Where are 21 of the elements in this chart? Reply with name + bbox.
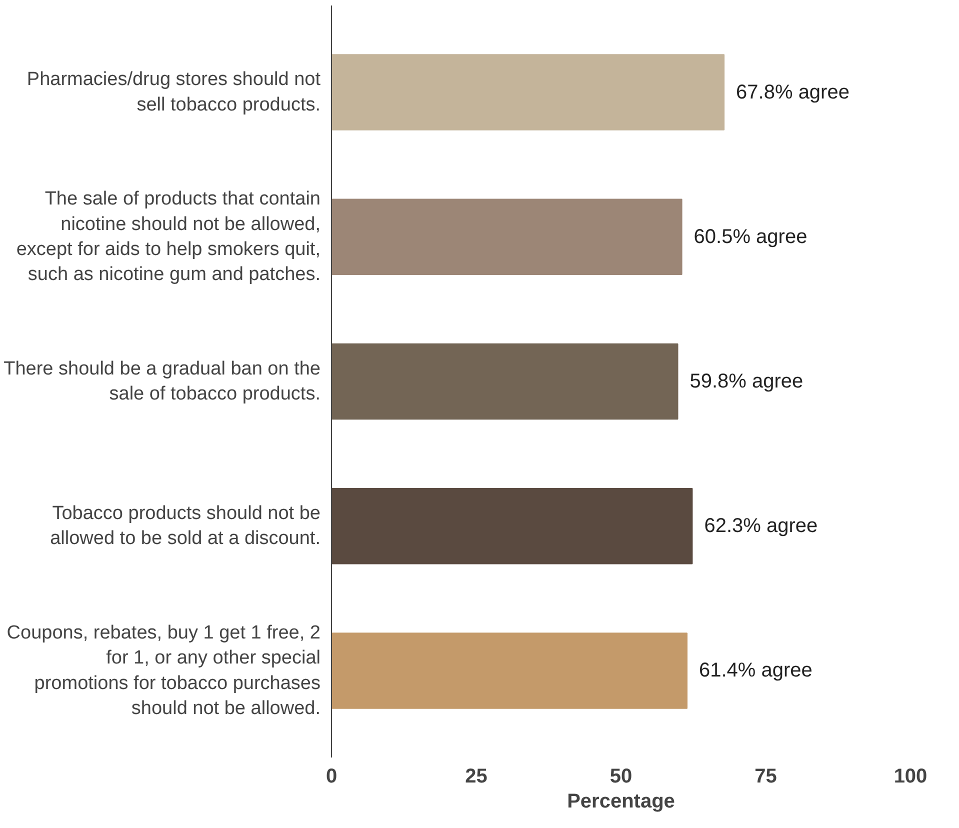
y-tick-label: Pharmacies/drug stores should not sell tobacco products. [26,69,322,116]
x-tick-label: 25 [465,766,488,788]
data-label: 67.8% agree [736,81,850,104]
data-label: 61.4% agree [699,660,812,682]
bar [332,343,678,420]
y-tick-label: The sale of products that contain nicotine should not be allowed, except for aids to help smokers quit, such as nicotine gum and patches. [16,188,321,286]
data-label: 62.3% agree [704,515,818,538]
bar [332,54,725,130]
y-tick-label: Tobacco products should not be allowed to be sold at a discount. [50,503,321,550]
bar [332,198,682,275]
bar [332,488,693,564]
data-label: 59.8% agree [690,370,804,392]
x-tick-label: 75 [754,766,777,788]
y-tick-label: Coupons, rebates, buy 1 get 1 free, 2 for 1, or any other special promotions for tobacco purchases should not be allowed. [6,622,321,720]
data-label: 60.5% agree [694,226,808,248]
bar [332,632,688,709]
y-tick-label: There should be a gradual ban on the sale of tobacco products. [4,358,321,405]
x-tick-label: 0 [326,766,338,788]
x-tick-label: 50 [610,766,632,788]
x-tick-label: 100 [894,766,928,788]
x-axis-title: Percentage [567,790,675,812]
